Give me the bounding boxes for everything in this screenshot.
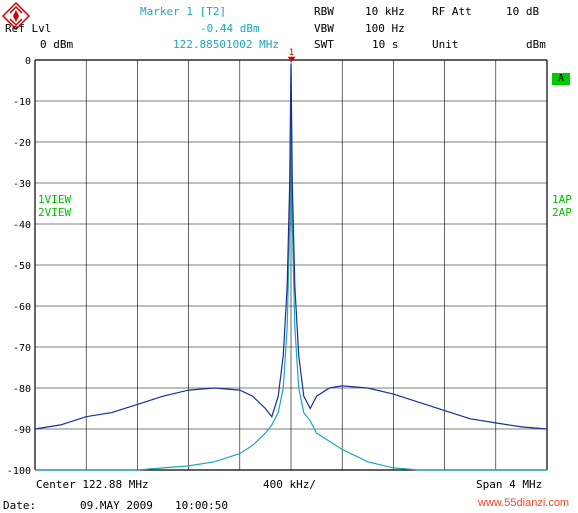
- rbw-value: 10 kHz: [365, 5, 405, 18]
- swt-label: SWT: [314, 38, 334, 51]
- trace1-ap-label: 1AP: [552, 193, 572, 206]
- unit-value: dBm: [526, 38, 546, 51]
- trace-1view: [34, 64, 548, 430]
- date-label: Date:: [3, 499, 37, 512]
- y-tick-label: -70: [13, 343, 31, 354]
- y-tick-label: -90: [13, 425, 31, 436]
- swt-value: 10 s: [372, 38, 399, 51]
- y-tick-label: -30: [13, 179, 31, 190]
- span: Span 4 MHz: [476, 478, 543, 491]
- date-value: 09.MAY 2009: [80, 499, 153, 512]
- ref-lvl-value: 0 dBm: [40, 38, 74, 51]
- y-tick-label: -10: [13, 97, 31, 108]
- rohde-schwarz-logo-icon: [1, 1, 31, 31]
- marker-1-icon: [287, 56, 296, 62]
- y-tick-label: -40: [13, 220, 31, 231]
- traces: [34, 64, 548, 471]
- time-value: 10:00:50: [175, 499, 228, 512]
- trace2-view-label: 2VIEW: [38, 206, 72, 219]
- ref-lvl-label: Ref Lvl: [5, 22, 52, 35]
- y-tick-label: -20: [13, 138, 31, 149]
- unit-label: Unit: [432, 38, 459, 51]
- marker: 1: [287, 48, 296, 62]
- y-tick-labels: 0 -10 -20 -30 -40 -50 -60 -70 -80 -90 -100: [7, 56, 31, 477]
- center-frequency: Center 122.88 MHz: [36, 478, 149, 491]
- y-tick-label: -60: [13, 302, 31, 313]
- marker-1-label: 1: [289, 48, 295, 58]
- marker-frequency: 122.88501002 MHz: [173, 38, 279, 51]
- vbw-value: 100 Hz: [365, 22, 405, 35]
- trace1-view-label: 1VIEW: [38, 193, 72, 206]
- rf-att-label: RF Att: [432, 5, 472, 18]
- frequency-per-division: 400 kHz/: [263, 478, 316, 491]
- trace-status-badge: A: [552, 73, 570, 85]
- trace2-ap-label: 2AP: [552, 206, 572, 219]
- watermark: www.55dianzi.com: [478, 497, 570, 509]
- rf-att-value: 10 dB: [506, 5, 540, 18]
- marker-title: Marker 1 [T2]: [140, 5, 227, 18]
- y-tick-label: -100: [7, 466, 31, 477]
- y-tick-label: 0: [25, 56, 31, 67]
- y-tick-label: -50: [13, 261, 31, 272]
- marker-level: -0.44 dBm: [200, 22, 260, 35]
- rbw-label: RBW: [314, 5, 334, 18]
- y-tick-label: -80: [13, 384, 31, 395]
- vbw-label: VBW: [314, 22, 334, 35]
